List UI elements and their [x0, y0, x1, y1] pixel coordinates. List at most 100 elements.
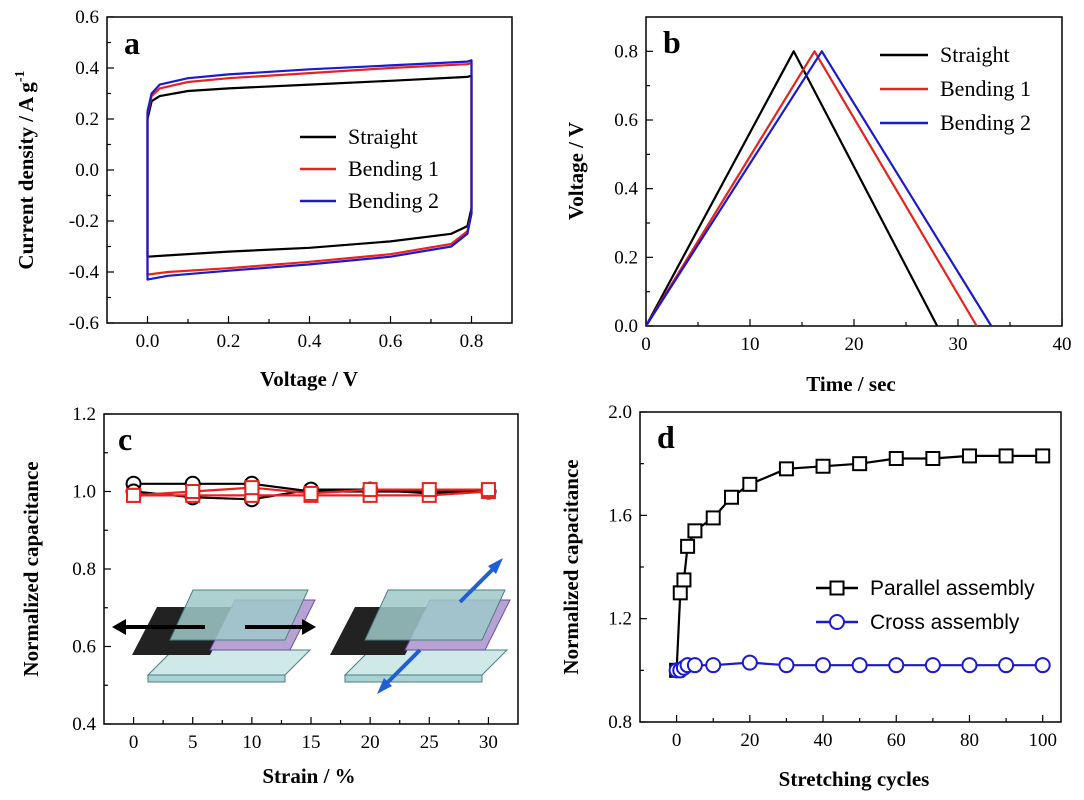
panel-b-x-tick-label: 10 [741, 334, 760, 355]
panel-a-series-bending-2-line [146, 59, 473, 281]
panel-d-series-cross-assembly-point [1034, 657, 1051, 674]
panel-d-series-parallel-assembly-point [676, 572, 692, 588]
panel-d-series-parallel-assembly-line [675, 454, 1043, 671]
panel-b-y-tick-label: 0.4 [614, 179, 638, 200]
panel-a-y-label: Current density / A g-1 [13, 70, 38, 269]
panel-c-series-3-point [185, 484, 201, 499]
panel-a-y-tick-label: 0.0 [75, 160, 99, 181]
panel-d-series-parallel-assembly-point [925, 451, 941, 466]
panel-d-x-tick-label: 20 [740, 730, 759, 751]
panel-a-x-tick-label: 0.6 [379, 331, 403, 352]
panel-c-x-tick-label: 15 [302, 732, 321, 753]
arrow-up-right-head [488, 558, 503, 574]
panel-c-series-3-point [303, 485, 319, 501]
panel-d-x-tick-label: 80 [960, 730, 979, 751]
panel-d-stretching-chart: d 0 20 40 60 80 100 0.8 1.2 1.6 2.0 Parallel ass… [559, 402, 1062, 791]
panel-b-legend-bending-2-label: Bending 2 [940, 110, 1031, 135]
panel-b-series-bending-2-line [645, 50, 993, 327]
device-substrate-top [169, 589, 309, 641]
panel-c-letter: c [118, 421, 132, 457]
panel-d-x-tick-label: 100 [1028, 730, 1057, 751]
panel-c-series-3-point [244, 480, 260, 496]
panel-a-x-label: Voltage / V [260, 367, 358, 391]
panel-a-y-tick-label: 0.2 [75, 109, 99, 130]
panel-d-x-label: Stretching cycles [779, 767, 930, 791]
arrow-left-head [112, 619, 126, 635]
panel-c-x-tick-label: 5 [188, 732, 198, 753]
panel-b-y-tick-label: 0.6 [614, 110, 638, 131]
panel-b-charge-discharge-chart: b 0 10 20 30 40 0.0 0.2 0.4 0.6 0.8 Straight Bend… [564, 16, 1072, 396]
panel-b-x-ticks: 0 10 20 30 40 [641, 319, 1072, 355]
panel-b-x-tick-label: 40 [1053, 334, 1072, 355]
panel-d-series-parallel-assembly-point [815, 458, 831, 474]
arrow-right-head [302, 619, 316, 635]
panel-d-y-tick-label: 1.2 [608, 609, 632, 630]
panel-b-x-tick-label: 30 [949, 334, 968, 355]
panel-a-curves [146, 59, 473, 281]
panel-c-x-tick-label: 25 [420, 732, 439, 753]
panel-c-series-3-point [362, 482, 378, 498]
panel-a-letter: a [124, 25, 140, 61]
panel-d-y-label: Normalized capacitance [559, 459, 583, 674]
panel-c-y-tick-label: 0.6 [72, 637, 96, 658]
panel-d-legend-cross-assembly-marker [829, 614, 845, 630]
panel-d-x-ticks: 0 20 40 60 80 100 [672, 715, 1057, 751]
panel-d-series-cross-assembly-point [741, 654, 758, 671]
panel-d-legend: Parallel assembly Cross assembly [816, 577, 1035, 634]
panel-b-legend: Straight Bending 1 Bending 2 [880, 42, 1031, 135]
panel-d-series-cross-assembly-point [998, 657, 1015, 674]
arrow-up-right-shaft [458, 564, 498, 604]
panel-b-series-straight-line [645, 50, 939, 327]
panel-a-x-tick-label: 0.4 [298, 331, 322, 352]
panel-a-y-tick-label: -0.6 [69, 313, 99, 334]
panel-c-x-ticks: 0 5 10 15 20 25 30 [129, 717, 498, 753]
panel-d-series-parallel-assembly-point [852, 456, 868, 472]
panel-d-series-parallel-assembly-point [888, 451, 904, 466]
panel-a-x-tick-label: 0.2 [217, 331, 241, 352]
panel-b-y-tick-label: 0.2 [614, 247, 638, 268]
panel-c-y-tick-label: 0.8 [72, 559, 96, 580]
panel-b-x-tick-label: 0 [641, 334, 651, 355]
arrow-down-left-shaft [382, 648, 422, 688]
panel-b-letter: b [663, 24, 681, 60]
panel-c-series-3-point [126, 487, 142, 503]
device2-substrate-top [364, 589, 506, 641]
panel-b-y-ticks: 0.0 0.2 0.4 0.6 0.8 [614, 41, 653, 337]
panel-c-x-tick-label: 0 [129, 732, 139, 753]
panel-a-legend-bending-2-label: Bending 2 [348, 188, 439, 213]
panel-d-series-parallel-assembly-point [742, 476, 758, 492]
panel-a-y-tick-label: -0.2 [69, 211, 99, 232]
panel-c-curves [125, 475, 497, 508]
device-illustration-cross [330, 558, 511, 694]
panel-d-series-cross-assembly-point [686, 657, 703, 674]
panel-b-y-label: Voltage / V [564, 122, 588, 220]
panel-c-y-tick-label: 0.4 [72, 714, 96, 735]
panel-a-y-ticks: -0.6 -0.4 -0.2 0.0 0.2 0.4 0.6 [69, 7, 114, 334]
panel-d-series-parallel-assembly-point [687, 523, 703, 539]
panel-d-legend-parallel-assembly-label: Parallel assembly [870, 577, 1035, 600]
panel-c-series-3-point [421, 482, 437, 498]
panel-d-y-tick-label: 0.8 [608, 712, 632, 733]
device-illustration-parallel [112, 589, 316, 683]
panel-d-series-cross-assembly-point [815, 657, 832, 674]
panel-c-y-label: Normalized capacitance [19, 461, 43, 676]
panel-b-curves [645, 50, 993, 327]
panel-c-x-label: Strain / % [262, 764, 355, 788]
panel-c-y-ticks: 0.4 0.6 0.8 1.0 1.2 [72, 404, 111, 735]
device-substrate-edge [147, 674, 286, 683]
panel-d-x-tick-label: 60 [887, 730, 906, 751]
panel-d-series-cross-assembly-point [888, 657, 905, 674]
panel-a-y-label-main: Current density / A g [14, 82, 38, 270]
panel-d-series-parallel-assembly-point [680, 538, 696, 554]
panel-a-legend: Straight Bending 1 Bending 2 [300, 124, 439, 213]
panel-c-x-tick-label: 10 [242, 732, 261, 753]
panel-d-y-ticks: 0.8 1.2 1.6 2.0 [608, 402, 647, 733]
device2-substrate-edge [344, 674, 483, 683]
panel-d-series-parallel-assembly-point [705, 510, 721, 526]
panel-d-x-tick-label: 40 [814, 730, 833, 751]
panel-c-strain-chart: c 0 5 10 15 20 25 30 0.4 0.6 0.8 1.0 1.2 [19, 404, 519, 788]
panel-c-x-tick-label: 30 [479, 732, 498, 753]
panel-a-legend-straight-label: Straight [348, 124, 418, 149]
panel-b-series-bending-1-line [645, 50, 978, 327]
panel-b-y-tick-label: 0.8 [614, 41, 638, 62]
